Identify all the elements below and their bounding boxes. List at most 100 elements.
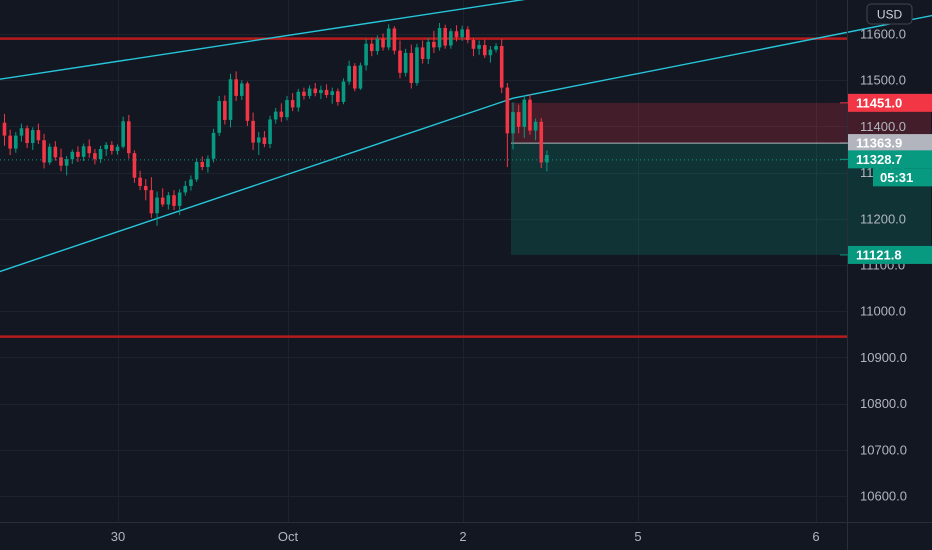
candle [324,84,329,98]
candle-body [545,155,549,163]
price-tag-label: 11121.8 [856,247,902,262]
candle-body [228,79,233,120]
time-axis[interactable]: 30 Oct 2 5 6 [111,529,820,544]
candle-body [273,111,278,120]
trendline[interactable] [0,0,553,87]
candle-body [81,146,86,157]
currency-button[interactable]: USD [866,3,913,25]
candle-body [426,41,431,59]
price-tag: 11451.0 [840,93,932,112]
candle [121,116,125,149]
candle [409,44,414,89]
candle-body [70,151,75,160]
candle [290,93,295,112]
candle-body [499,46,504,88]
candle-body [307,88,312,96]
y-tick-label: 11400.0 [860,119,906,134]
price-tag: 11328.7 05:31 [840,150,932,187]
candle-body [251,120,255,143]
x-tick-label: 2 [459,529,466,544]
candle [228,73,233,128]
candle-body [290,100,295,108]
candle-body [217,100,221,133]
horizontal-levels[interactable] [0,37,847,338]
candle [115,144,120,155]
candle [143,179,148,201]
candle [87,139,92,158]
candle [302,87,306,100]
candle-body [115,146,120,151]
candle [194,158,199,182]
x-tick-label: Oct [278,529,299,544]
candle-body [104,144,108,150]
candle [296,88,301,112]
candle [522,95,527,138]
candle-body [132,153,137,178]
candle [138,170,142,191]
candle [533,118,538,141]
candle-body [59,157,63,166]
candle [443,24,447,49]
candle [256,131,261,156]
candle-body [160,197,165,205]
bar-countdown: 05:31 [880,170,913,185]
candle [104,142,108,156]
candle [319,85,323,100]
candle [268,115,272,149]
candle [25,125,29,149]
candle [392,26,397,55]
candle-body [177,192,182,206]
y-tick-label: 10700.0 [860,442,907,457]
candle [307,85,312,99]
candle [166,192,171,210]
candle [36,123,41,144]
candle [245,81,250,126]
candle-body [36,130,41,141]
candle [364,39,368,71]
price-tag-bg [848,150,932,169]
candle-body [19,128,24,136]
candle [53,141,58,161]
price-tag: 11363.9 [840,134,932,153]
candle-body [460,29,464,38]
trendline[interactable] [0,97,514,289]
candle [420,40,425,64]
candle-body [302,91,306,96]
candle-body [443,27,447,46]
candle-body [53,146,58,158]
candle-body [98,149,103,160]
currency-label: USD [877,8,903,22]
candle-body [245,83,250,121]
candle [466,26,470,44]
candle-body [166,195,171,205]
candle-body [454,31,459,38]
price-tag-bg [848,134,932,153]
trendline[interactable] [512,0,932,99]
candle-body [14,135,18,149]
candle [336,88,340,106]
candle [437,22,442,51]
candle [2,113,7,146]
trendlines[interactable] [0,0,932,289]
candle [42,133,46,169]
candle [285,95,289,121]
candle-body [30,130,35,144]
candle-body [8,135,12,149]
candle [347,60,351,85]
candle [477,40,481,55]
candle [240,80,244,101]
candle-body [313,88,318,94]
candle [494,43,498,53]
candle [81,143,86,162]
candle-body [341,81,346,102]
candle [93,149,97,165]
candle [223,95,227,125]
candle-body [93,153,97,160]
candle [217,95,221,137]
candle-body [110,144,114,151]
candle-body [256,137,261,143]
candle [398,40,402,79]
candle [432,30,436,53]
candle-body [415,47,419,83]
